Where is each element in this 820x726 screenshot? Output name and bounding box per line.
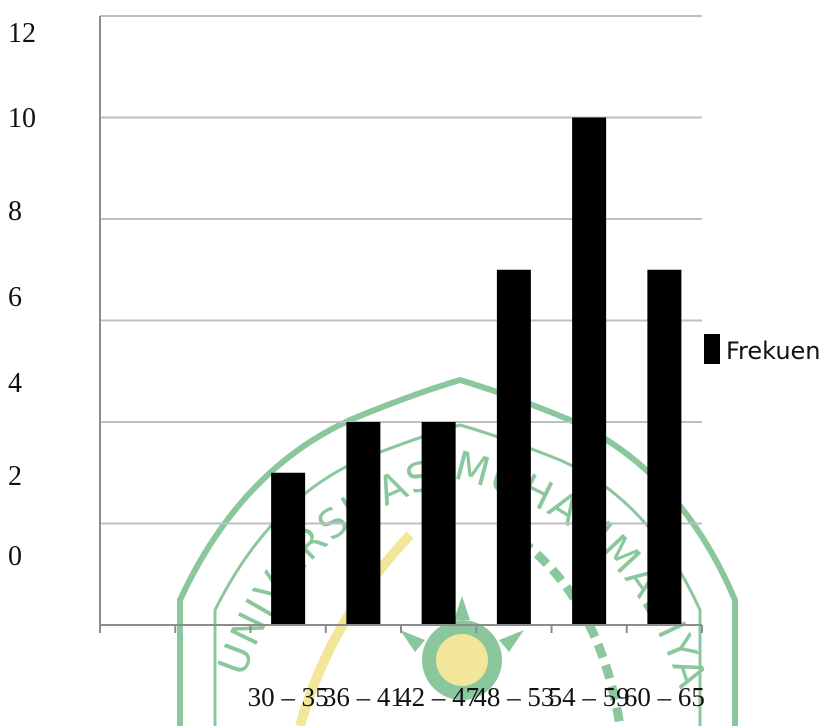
y-tick-labels: 0 2 4 6 8 10 12 bbox=[8, 18, 36, 572]
bar-42 – 47 bbox=[421, 422, 456, 625]
gridlines bbox=[100, 15, 702, 525]
y-tick-label: 12 bbox=[8, 18, 36, 49]
y-tick-label: 6 bbox=[8, 282, 22, 313]
x-tick-label: 48 – 53 bbox=[473, 682, 554, 712]
y-tick-label: 10 bbox=[8, 103, 36, 134]
legend-label: Frekuensi bbox=[726, 337, 820, 365]
x-tick-label: 42 – 47 bbox=[398, 682, 479, 712]
x-tick-label: 30 – 35 bbox=[248, 682, 329, 712]
x-tick-label: 36 – 41 bbox=[323, 682, 404, 712]
seal-sun-emblem bbox=[400, 596, 524, 700]
y-tick-label: 4 bbox=[8, 368, 22, 399]
legend: Frekuensi bbox=[704, 334, 820, 365]
x-tick-label: 54 – 59 bbox=[549, 682, 630, 712]
axes bbox=[99, 16, 703, 633]
bars bbox=[271, 117, 682, 625]
y-tick-label: 0 bbox=[8, 541, 22, 572]
bar-60 – 65 bbox=[647, 269, 682, 625]
x-tick-label: 60 – 65 bbox=[624, 682, 705, 712]
bar-36 – 41 bbox=[346, 422, 381, 625]
legend-swatch bbox=[704, 334, 720, 364]
y-tick-label: 8 bbox=[8, 196, 22, 227]
bar-30 – 35 bbox=[271, 472, 306, 625]
bar-54 – 59 bbox=[572, 117, 607, 625]
y-tick-label: 2 bbox=[8, 461, 22, 492]
bar-48 – 53 bbox=[496, 269, 531, 625]
